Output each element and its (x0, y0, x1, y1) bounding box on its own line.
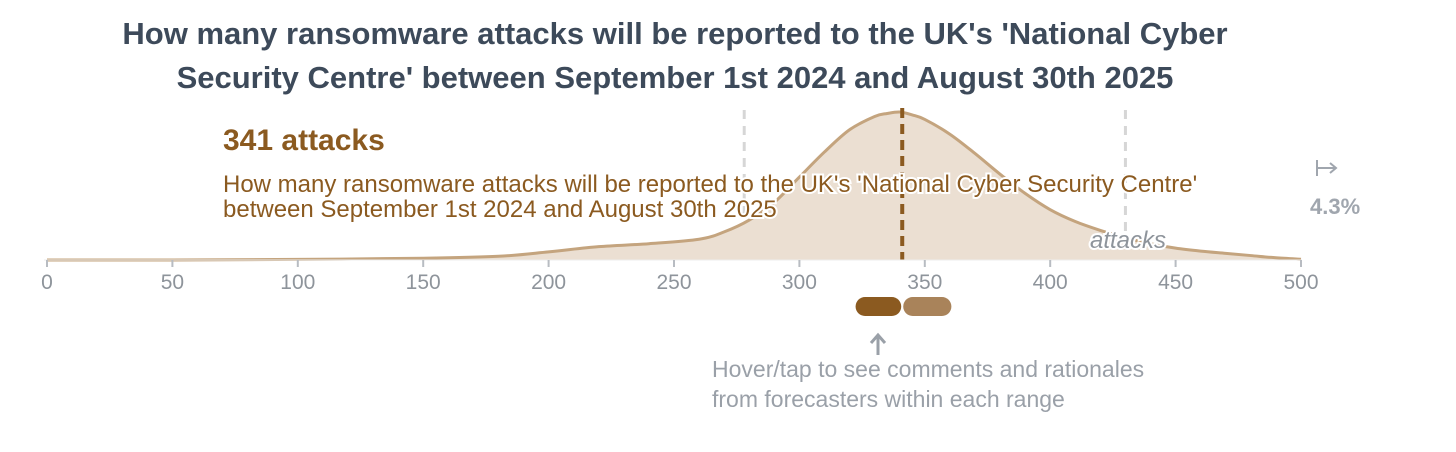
x-tick-label: 150 (406, 271, 441, 294)
x-tick-label: 500 (1283, 271, 1318, 294)
median-label: 341 attacks (223, 124, 385, 157)
range-buttons[interactable] (855, 297, 952, 316)
range-button-1[interactable] (855, 297, 902, 316)
question-line-2: between September 1st 2024 and August 30… (223, 196, 777, 223)
chart-title-line-1: How many ransomware attacks will be repo… (122, 16, 1228, 51)
range-button-2[interactable] (903, 297, 952, 316)
hover-hint-line-2: from forecasters within each range (712, 386, 1065, 412)
chart-title-line-2: Security Centre' between September 1st 2… (176, 60, 1174, 95)
x-tick-label: 400 (1033, 271, 1068, 294)
x-tick-label: 300 (782, 271, 817, 294)
x-tick-label: 350 (907, 271, 942, 294)
x-tick-label: 450 (1158, 271, 1193, 294)
density-curve (46, 110, 1302, 262)
x-tick-label: 200 (531, 271, 566, 294)
arrow-up-icon (869, 332, 887, 355)
above-range-percentage: 4.3% (1310, 194, 1360, 219)
quantile-lines (742, 110, 1127, 260)
x-axis: 0 50 100 150 200 250 300 350 400 450 500 (41, 260, 1319, 294)
hover-hint: Hover/tap to see comments and rationales… (712, 354, 1144, 414)
x-tick-label: 50 (161, 271, 184, 294)
x-tick-label: 100 (280, 271, 315, 294)
x-tick-label: 0 (41, 271, 53, 294)
chart-title: How many ransomware attacks will be repo… (0, 12, 1350, 100)
arrow-right-icon (1316, 160, 1338, 176)
hover-hint-line-1: Hover/tap to see comments and rationales (712, 356, 1145, 382)
density-area (47, 111, 1301, 261)
question-line-1: How many ransomware attacks will be repo… (223, 171, 1197, 198)
unit-label: attacks (1090, 227, 1166, 254)
x-tick-label: 250 (656, 271, 691, 294)
